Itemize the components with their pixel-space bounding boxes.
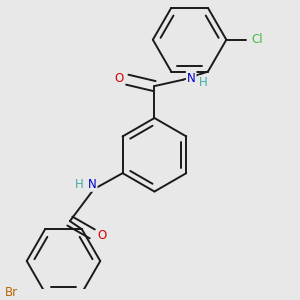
Text: H: H: [199, 76, 208, 89]
Text: O: O: [97, 229, 106, 242]
Text: Br: Br: [5, 286, 18, 299]
Text: O: O: [115, 72, 124, 85]
Text: N: N: [88, 178, 97, 191]
Text: Cl: Cl: [252, 33, 263, 46]
Text: N: N: [187, 72, 196, 85]
Text: H: H: [75, 178, 84, 191]
